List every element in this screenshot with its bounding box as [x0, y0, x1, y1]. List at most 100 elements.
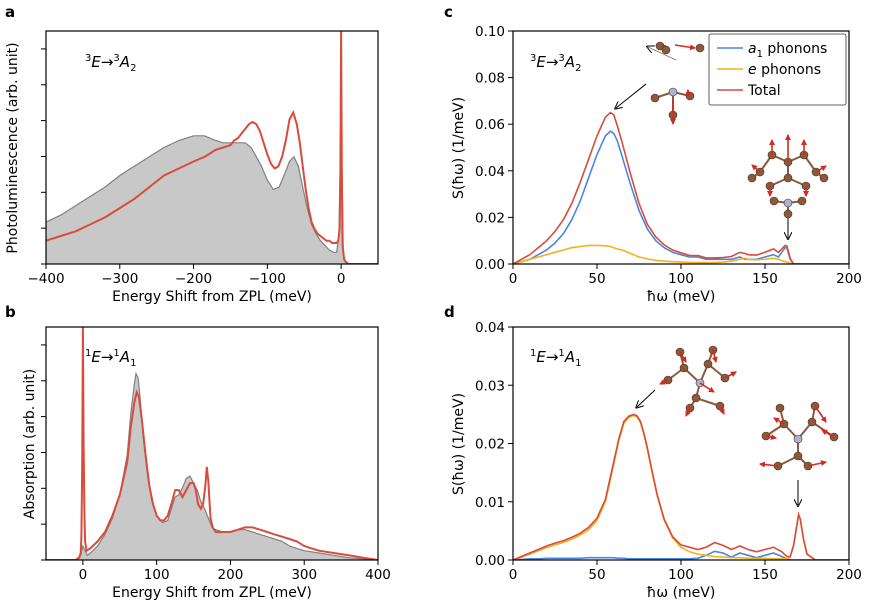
panel-d-xlabel: ħω (meV): [647, 585, 716, 601]
phonon-mode-inset-d-peak1: [637, 345, 737, 417]
displacement-arrow-icon: [724, 371, 737, 379]
displacement-arrow-icon: [659, 379, 669, 385]
x-tick-label-d: 0: [509, 567, 518, 583]
y-tick-label-c: 0.00: [475, 257, 505, 273]
displacement-arrow-icon: [821, 429, 835, 438]
carbon-atom-icon: [747, 173, 757, 183]
x-tick-label-b: 400: [365, 567, 391, 583]
x-tick-label-a: −200: [175, 271, 212, 287]
panel-letter-a: a: [5, 3, 15, 21]
displacement-arrow-icon: [814, 405, 827, 423]
carbon-atom-icon: [807, 417, 817, 427]
displacement-arrow-icon: [807, 460, 827, 467]
panel-c-transition-label: 3E→3A2: [530, 53, 581, 74]
displacement-arrow-icon: [759, 461, 779, 468]
legend-label-a1: a1 phonons: [748, 41, 827, 60]
x-tick-label-c: 150: [752, 271, 778, 287]
y-tick-label-c: 0.10: [475, 24, 505, 40]
phonon-mode-inset-c-peak2: [747, 134, 829, 238]
panel-letter-d: d: [444, 303, 455, 321]
y-tick-label-d: 0.01: [475, 495, 505, 511]
carbon-atom-icon: [655, 41, 665, 51]
displacement-arrow-icon: [815, 165, 827, 173]
panel-d-ylabel: S(ħω) (1/meV): [451, 393, 467, 495]
y-tick-label-d: 0.00: [475, 553, 505, 569]
series-line-a1-d: [513, 550, 849, 560]
panel-c-ylabel: S(ħω) (1/meV): [451, 97, 467, 199]
panel-a-transition-label: 3E→3A2: [85, 53, 136, 74]
y-tick-label-c: 0.02: [475, 210, 505, 226]
x-tick-label-d: 150: [752, 567, 778, 583]
theory-line-b: [46, 327, 378, 560]
x-tick-label-a: 0: [337, 271, 346, 287]
x-tick-label-d: 50: [588, 567, 605, 583]
panel-a-photoluminescence: −400 −300 −200 −100 0 Energy Shift from ZPL …: [5, 30, 379, 305]
x-tick-label-b: 0: [79, 567, 88, 583]
legend: a1 phonons e phonons Total: [708, 33, 847, 106]
y-tick-label-d: 0.04: [475, 320, 505, 336]
nitrogen-atom-icon: [783, 198, 793, 208]
x-tick-label-b: 100: [144, 567, 170, 583]
panel-letter-b: b: [5, 303, 16, 321]
panel-a-ylabel: Photoluminescence (arb. unit): [5, 42, 21, 253]
y-tick-label-c: 0.04: [475, 164, 505, 180]
carbon-atom-icon: [691, 393, 701, 403]
phonon-mode-inset-d-peak2: [759, 401, 839, 505]
x-tick-label-b: 300: [291, 567, 317, 583]
panel-a-xlabel: Energy Shift from ZPL (meV): [112, 289, 312, 305]
displacement-arrow-icon: [765, 434, 777, 440]
legend-box: [708, 33, 847, 106]
experiment-fill-b: [46, 373, 378, 560]
panel-b-transition-label: 1E→1A1: [85, 348, 136, 369]
x-tick-label-c: 50: [588, 271, 605, 287]
pointer-arrow-c1: [648, 47, 677, 61]
y-tick-label-d: 0.03: [475, 378, 505, 394]
carbon-atom-icon: [819, 173, 829, 183]
carbon-atom-icon: [679, 363, 689, 373]
nitrogen-atom-icon: [793, 434, 803, 444]
displacement-arrow-icon: [679, 351, 687, 363]
experiment-fill-a: [46, 31, 378, 264]
carbon-atom-icon: [793, 451, 803, 461]
x-tick-label-c: 0: [509, 271, 518, 287]
panel-a-frame: [45, 30, 379, 265]
carbon-atom-icon: [775, 403, 785, 413]
panel-b-frame: [45, 326, 379, 561]
displacement-arrow-icon: [711, 349, 718, 363]
x-tick-label-c: 100: [668, 271, 694, 287]
panel-d-spectral-function: 0 50 100 150 200 0.00 0.01 0.02 0.03 0.04 ħω (meV…: [451, 320, 862, 601]
displacement-arrow-icon: [773, 417, 785, 425]
panel-b-xlabel: Energy Shift from ZPL (meV): [112, 585, 312, 601]
carbon-atom-icon: [797, 196, 807, 206]
carbon-atom-icon: [783, 173, 793, 183]
panel-b-ylabel: Absorption (arb. unit): [22, 369, 38, 519]
displacement-arrow-icon: [719, 405, 725, 415]
y-tick-label-c: 0.06: [475, 117, 505, 133]
x-tick-label-a: −100: [249, 271, 286, 287]
panel-c-spectral-function: 0 50 100 150 200 0.00 0.02 0.04 0.06 0.08 0.10 ħω …: [451, 24, 862, 305]
phonon-mode-inset-c-peak1: [616, 41, 705, 125]
series-line-a1-c: [513, 130, 849, 264]
pointer-arrow-d1: [637, 389, 656, 407]
panel-c-xlabel: ħω (meV): [647, 289, 716, 305]
carbon-atom-icon: [769, 196, 779, 206]
panel-letter-c: c: [444, 3, 453, 21]
x-tick-label-d: 200: [836, 567, 862, 583]
carbon-atom-icon: [650, 93, 660, 103]
carbon-atom-icon: [703, 359, 713, 369]
panel-b-absorption: 0 100 200 300 400 Energy Shift from ZPL (meV…: [22, 326, 391, 601]
y-tick-label-c: 0.08: [475, 71, 505, 87]
nitrogen-atom-icon: [668, 87, 678, 97]
x-tick-label-c: 200: [836, 271, 862, 287]
x-tick-label-b: 200: [218, 567, 244, 583]
x-tick-label-a: −400: [27, 271, 64, 287]
displacement-arrow-icon: [751, 164, 761, 173]
legend-label-e: e phonons: [748, 62, 821, 78]
theory-line-a: [46, 31, 378, 264]
x-tick-label-d: 100: [668, 567, 694, 583]
displacement-arrow-icon: [674, 44, 696, 51]
carbon-atom-icon: [661, 45, 671, 55]
series-line-total-d: [513, 413, 849, 560]
y-tick-label-d: 0.02: [475, 437, 505, 453]
